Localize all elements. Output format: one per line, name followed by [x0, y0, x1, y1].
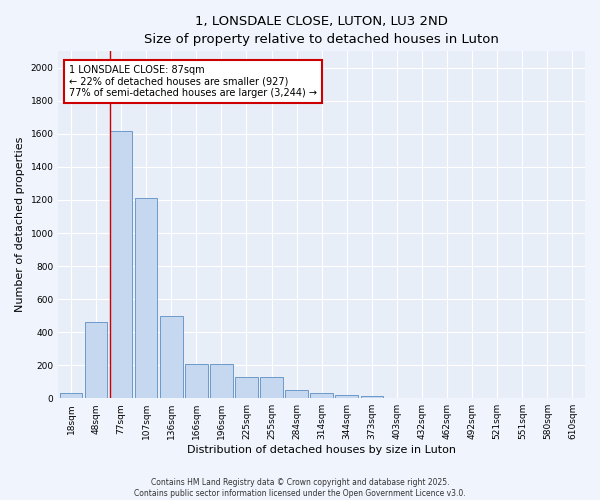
Bar [110, 130, 133, 398]
Y-axis label: Number of detached properties: Number of detached properties [15, 137, 25, 312]
Bar [160, 316, 182, 398]
Bar [335, 395, 358, 398]
Bar [210, 364, 233, 398]
Bar [235, 376, 258, 398]
Bar [260, 376, 283, 398]
Text: 1 LONSDALE CLOSE: 87sqm
← 22% of detached houses are smaller (927)
77% of semi-d: 1 LONSDALE CLOSE: 87sqm ← 22% of detache… [69, 65, 317, 98]
Title: 1, LONSDALE CLOSE, LUTON, LU3 2ND
Size of property relative to detached houses i: 1, LONSDALE CLOSE, LUTON, LU3 2ND Size o… [144, 15, 499, 46]
Bar [85, 322, 107, 398]
Bar [59, 394, 82, 398]
Bar [185, 364, 208, 398]
Bar [361, 396, 383, 398]
X-axis label: Distribution of detached houses by size in Luton: Distribution of detached houses by size … [187, 445, 456, 455]
Bar [310, 394, 333, 398]
Bar [286, 390, 308, 398]
Bar [135, 198, 157, 398]
Text: Contains HM Land Registry data © Crown copyright and database right 2025.
Contai: Contains HM Land Registry data © Crown c… [134, 478, 466, 498]
